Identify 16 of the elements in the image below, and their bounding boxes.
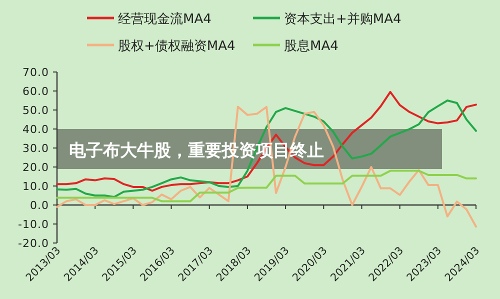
y-tick-label: 50.0 — [22, 104, 49, 117]
legend-label: 资本支出+并购MA4 — [284, 12, 402, 27]
y-tick-label: 10.0 — [22, 180, 49, 193]
y-tick-label: 0.0 — [30, 199, 49, 212]
line-series — [56, 106, 477, 228]
y-tick-label: -10.0 — [18, 218, 49, 231]
y-tick-label: 60.0 — [22, 85, 49, 98]
legend-label: 经营现金流MA4 — [118, 11, 212, 27]
y-tick-label: 70.0 — [22, 66, 49, 79]
legend-label: 股息MA4 — [284, 39, 338, 54]
line-series — [56, 170, 477, 202]
y-tick-label: 30.0 — [22, 142, 49, 155]
y-tick-label: 40.0 — [22, 123, 49, 136]
legend-label: 股权+债权融资MA4 — [118, 39, 236, 54]
y-tick-label: 20.0 — [22, 161, 49, 174]
y-tick-label: -20.0 — [18, 237, 49, 250]
